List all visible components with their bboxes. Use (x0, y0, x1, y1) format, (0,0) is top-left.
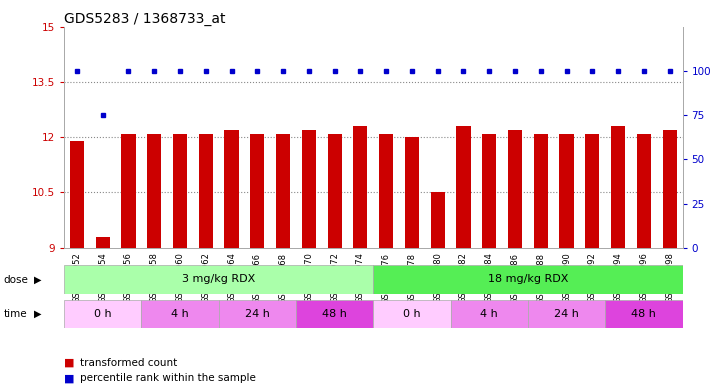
Bar (64, 265, 373, 294)
Text: 0 h: 0 h (403, 309, 421, 319)
Bar (276, 134, 290, 248)
Bar (95, 237, 109, 248)
Bar (456, 126, 471, 248)
Bar (611, 126, 625, 248)
Bar (122, 134, 136, 248)
Bar (250, 134, 264, 248)
Bar (373, 300, 451, 328)
Bar (353, 126, 368, 248)
Bar (173, 134, 187, 248)
Text: percentile rank within the sample: percentile rank within the sample (80, 373, 255, 383)
Text: 4 h: 4 h (171, 309, 189, 319)
Bar (198, 134, 213, 248)
Text: time: time (4, 309, 27, 319)
Text: ■: ■ (64, 373, 75, 383)
Bar (296, 300, 373, 328)
Bar (528, 300, 605, 328)
Bar (585, 134, 599, 248)
Bar (560, 134, 574, 248)
Bar (663, 130, 677, 248)
Text: dose: dose (4, 275, 28, 285)
Bar (605, 300, 683, 328)
Bar (482, 134, 496, 248)
Text: 48 h: 48 h (322, 309, 347, 319)
Bar (141, 300, 218, 328)
Text: 48 h: 48 h (631, 309, 656, 319)
Bar (405, 137, 419, 248)
Text: 24 h: 24 h (245, 309, 269, 319)
Text: ▶: ▶ (34, 309, 42, 319)
Bar (328, 134, 342, 248)
Bar (637, 134, 651, 248)
Bar (451, 300, 528, 328)
Bar (64, 300, 141, 328)
Text: 24 h: 24 h (554, 309, 579, 319)
Text: 4 h: 4 h (481, 309, 498, 319)
Text: transformed count: transformed count (80, 358, 177, 368)
Bar (379, 134, 393, 248)
Text: 3 mg/kg RDX: 3 mg/kg RDX (182, 274, 255, 285)
Text: 0 h: 0 h (94, 309, 112, 319)
Bar (431, 192, 445, 248)
Bar (219, 300, 296, 328)
Text: GDS5283 / 1368733_at: GDS5283 / 1368733_at (64, 12, 225, 26)
Text: ■: ■ (64, 358, 75, 368)
Bar (508, 130, 522, 248)
Bar (373, 265, 683, 294)
Bar (301, 130, 316, 248)
Bar (147, 134, 161, 248)
Text: ▶: ▶ (34, 275, 42, 285)
Bar (70, 141, 84, 248)
Bar (225, 130, 239, 248)
Text: 18 mg/kg RDX: 18 mg/kg RDX (488, 274, 568, 285)
Bar (534, 134, 548, 248)
